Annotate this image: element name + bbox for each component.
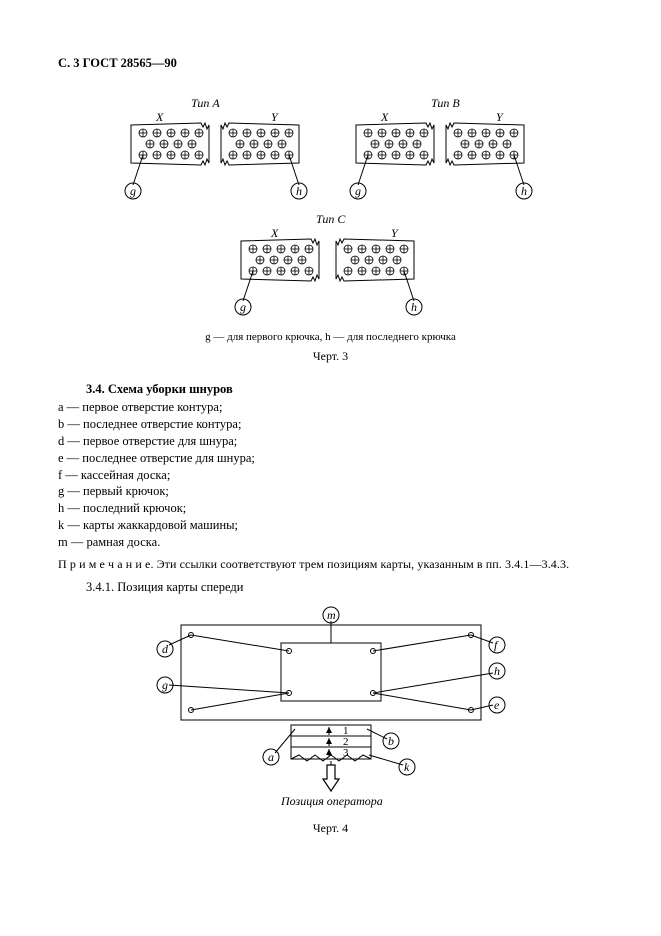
figure-3: Тип A X Y g h Тип B X Y g h Тип C X Y	[58, 95, 603, 325]
svg-text:g: g	[240, 300, 246, 314]
definitions-list: a — первое отверстие контура; b — послед…	[58, 399, 603, 551]
section-3-4-1: 3.4.1. Позиция карты спереди	[86, 580, 603, 595]
svg-text:g: g	[355, 184, 361, 198]
svg-text:h: h	[411, 300, 417, 314]
def-k: k — карты жаккардовой машины;	[58, 517, 603, 534]
svg-text:k: k	[404, 760, 410, 774]
svg-text:X: X	[270, 226, 279, 240]
note-text: П р и м е ч а н и е. Эти ссылки соответс…	[58, 557, 603, 572]
svg-text:X: X	[380, 110, 389, 124]
svg-text:d: d	[162, 642, 169, 656]
svg-text:Y: Y	[391, 226, 399, 240]
def-h: h — последний крючок;	[58, 500, 603, 517]
fig3-number: Черт. 3	[58, 349, 603, 364]
operator-label: Позиция оператора	[280, 794, 383, 808]
fig3-caption: g — для первого крючка, h — для последне…	[58, 331, 603, 343]
svg-text:h: h	[494, 664, 500, 678]
svg-text:m: m	[327, 608, 336, 622]
svg-text:e: e	[494, 698, 500, 712]
svg-text:Y: Y	[271, 110, 279, 124]
svg-text:b: b	[388, 734, 394, 748]
svg-text:X: X	[155, 110, 164, 124]
svg-text:Y: Y	[496, 110, 504, 124]
fig3-typeB: Тип B	[431, 96, 460, 110]
svg-text:h: h	[296, 184, 302, 198]
section-3-4-title: 3.4. Схема уборки шнуров	[86, 382, 603, 397]
def-d: d — первое отверстие для шнура;	[58, 433, 603, 450]
fig4-number: Черт. 4	[58, 821, 603, 836]
fig3-typeA: Тип A	[191, 96, 220, 110]
def-e: e — последнее отверстие для шнура;	[58, 450, 603, 467]
svg-text:a: a	[268, 750, 274, 764]
def-m: m — рамная доска.	[58, 534, 603, 551]
svg-text:3: 3	[343, 747, 349, 759]
page-header: С. 3 ГОСТ 28565—90	[58, 56, 603, 71]
svg-text:h: h	[521, 184, 527, 198]
figure-4: 1 2 3 m d g f h e	[58, 605, 603, 815]
def-g: g — первый крючок;	[58, 483, 603, 500]
def-b: b — последнее отверстие контура;	[58, 416, 603, 433]
svg-text:g: g	[162, 678, 168, 692]
def-a: a — первое отверстие контура;	[58, 399, 603, 416]
svg-text:f: f	[494, 638, 499, 652]
def-f: f — кассейная доска;	[58, 467, 603, 484]
svg-text:g: g	[130, 184, 136, 198]
fig3-typeC: Тип C	[316, 212, 346, 226]
